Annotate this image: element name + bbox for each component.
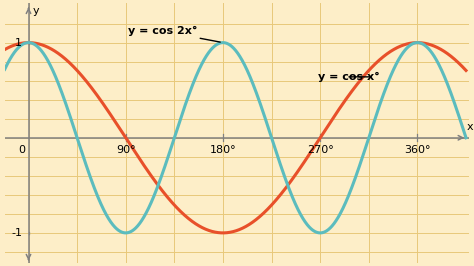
Text: y: y <box>33 6 39 16</box>
Text: y = cos x°: y = cos x° <box>318 72 380 82</box>
Text: 270°: 270° <box>307 145 334 155</box>
Text: 360°: 360° <box>404 145 431 155</box>
Text: x: x <box>467 122 474 132</box>
Text: -1: -1 <box>11 228 22 238</box>
Text: 90°: 90° <box>116 145 136 155</box>
Text: 0: 0 <box>18 145 25 155</box>
Text: 1: 1 <box>15 38 22 48</box>
Text: 180°: 180° <box>210 145 236 155</box>
Text: y = cos 2x°: y = cos 2x° <box>128 26 220 42</box>
